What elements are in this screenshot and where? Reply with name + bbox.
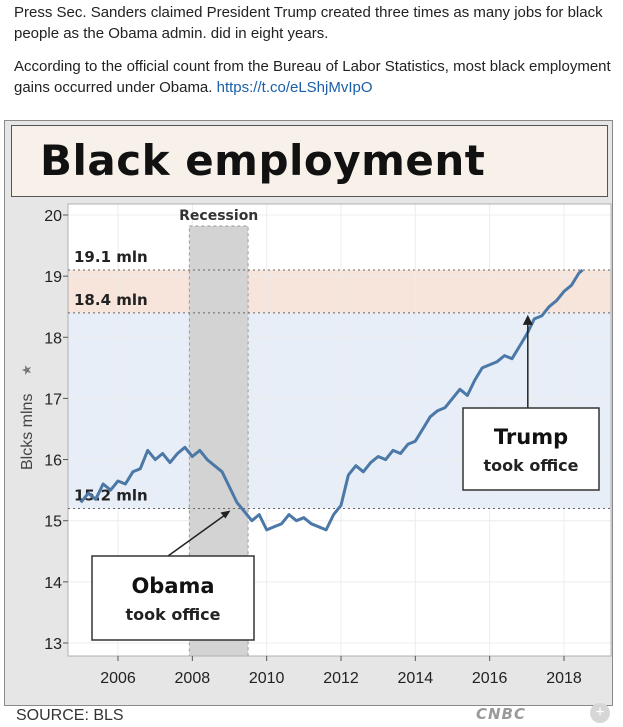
obama-arrow-line: [167, 511, 229, 557]
trump-annotation-title: Trump: [494, 425, 568, 449]
plus-circle-icon[interactable]: +: [590, 703, 610, 723]
cnbc-logo: CNBC: [476, 705, 527, 723]
y-tick-label: 17: [44, 391, 62, 408]
plot-frame: [67, 203, 612, 657]
obama-annotation-box: [91, 555, 255, 641]
pin-icon: ★: [19, 364, 34, 376]
x-tick-label: 2010: [249, 670, 285, 687]
obama-arrow-head: [220, 510, 231, 519]
chart-title: Black employment: [40, 136, 486, 185]
reference-label: 15.2 mln: [74, 486, 148, 504]
x-tick-label: 2018: [546, 670, 582, 687]
tweet-paragraph-2: According to the official count from the…: [14, 56, 614, 98]
x-tick-label: 2006: [100, 670, 136, 687]
y-tick-label: 14: [44, 575, 62, 592]
y-axis-label: Blcks mlns: [19, 394, 36, 470]
x-tick-label: 2012: [323, 670, 359, 687]
y-tick-label: 20: [44, 208, 62, 225]
y-tick-label: 18: [44, 330, 62, 347]
reference-label: 18.4 mln: [74, 291, 148, 309]
tweet-paragraph-2-text: According to the official count from the…: [14, 58, 611, 96]
obama-annotation-title: Obama: [131, 574, 214, 598]
tweet-text: Press Sec. Sanders claimed President Tru…: [14, 2, 614, 110]
recession-label: Recession: [179, 208, 258, 224]
y-tick-label: 13: [44, 636, 62, 653]
source-note: SOURCE: BLS: [16, 707, 124, 724]
series-line: [79, 268, 584, 532]
trump-arrow-head: [522, 314, 533, 325]
x-tick-label: 2008: [175, 670, 211, 687]
band-trump-era: [68, 270, 611, 313]
tweet-link[interactable]: https://t.co/eLShjMvIpO: [216, 79, 373, 96]
chart-title-box: Black employment: [11, 125, 608, 197]
trump-annotation-subtitle: took office: [483, 456, 578, 475]
x-tick-label: 2014: [398, 670, 434, 687]
reference-label: 19.1 mln: [74, 248, 148, 266]
y-tick-label: 15: [44, 514, 62, 531]
trump-annotation-box: [462, 407, 600, 491]
obama-annotation-subtitle: took office: [125, 605, 220, 624]
x-tick-label: 2016: [472, 670, 508, 687]
tweet-paragraph-1: Press Sec. Sanders claimed President Tru…: [14, 4, 603, 42]
y-tick-label: 19: [44, 269, 62, 286]
y-tick-label: 16: [44, 453, 62, 470]
